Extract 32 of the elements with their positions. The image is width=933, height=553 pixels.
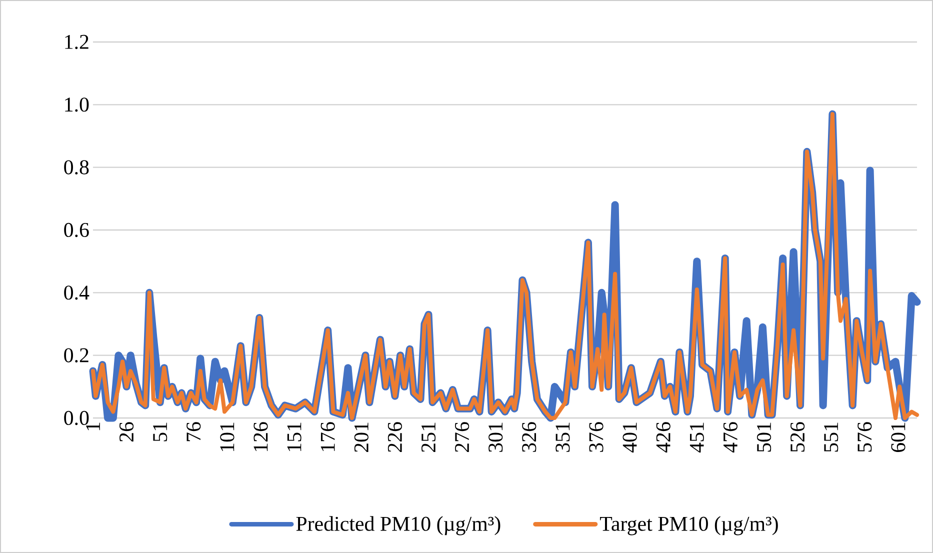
x-tick-label: 276 xyxy=(455,422,470,452)
y-tick-label: 1.2 xyxy=(65,34,88,50)
x-tick-label: 151 xyxy=(287,422,302,452)
y-tick-label: 1.0 xyxy=(65,98,89,112)
x-tick-label: 351 xyxy=(556,422,570,452)
x-tick-label: 551 xyxy=(824,422,838,452)
x-tick-label: 301 xyxy=(488,422,503,452)
x-tick-label: 251 xyxy=(421,422,436,452)
legend-label: Predicted PM10 (µg/m³) xyxy=(296,516,500,536)
x-tick-label: 426 xyxy=(656,422,670,452)
x-tick-label: 176 xyxy=(320,422,335,452)
x-tick-label: 51 xyxy=(153,422,168,442)
x-tick-label: 26 xyxy=(120,422,134,442)
x-tick-label: 76 xyxy=(186,422,201,442)
x-tick-label: 401 xyxy=(622,422,637,452)
y-tick-label: 0.8 xyxy=(64,160,89,174)
x-tick-label: 601 xyxy=(891,422,906,452)
x-tick-label: 376 xyxy=(589,422,604,452)
x-tick-label: 501 xyxy=(756,422,772,452)
x-tick-label: 126 xyxy=(254,422,268,452)
x-tick-label: 101 xyxy=(220,422,234,452)
x-tick-label: 526 xyxy=(790,422,805,452)
y-tick-label: 0.2 xyxy=(64,348,88,362)
x-tick-label: 476 xyxy=(723,422,738,452)
x-tick-label: 576 xyxy=(858,422,872,452)
x-tick-label: 326 xyxy=(522,422,536,452)
y-tick-label: 0.4 xyxy=(64,286,90,300)
y-tick-label: 0.6 xyxy=(64,222,89,238)
x-tick-label: 226 xyxy=(388,422,402,452)
x-tick-label: 451 xyxy=(690,422,704,452)
legend-label: Target PM10 (µg/m³) xyxy=(600,516,778,536)
x-tick-label: 201 xyxy=(354,422,368,452)
